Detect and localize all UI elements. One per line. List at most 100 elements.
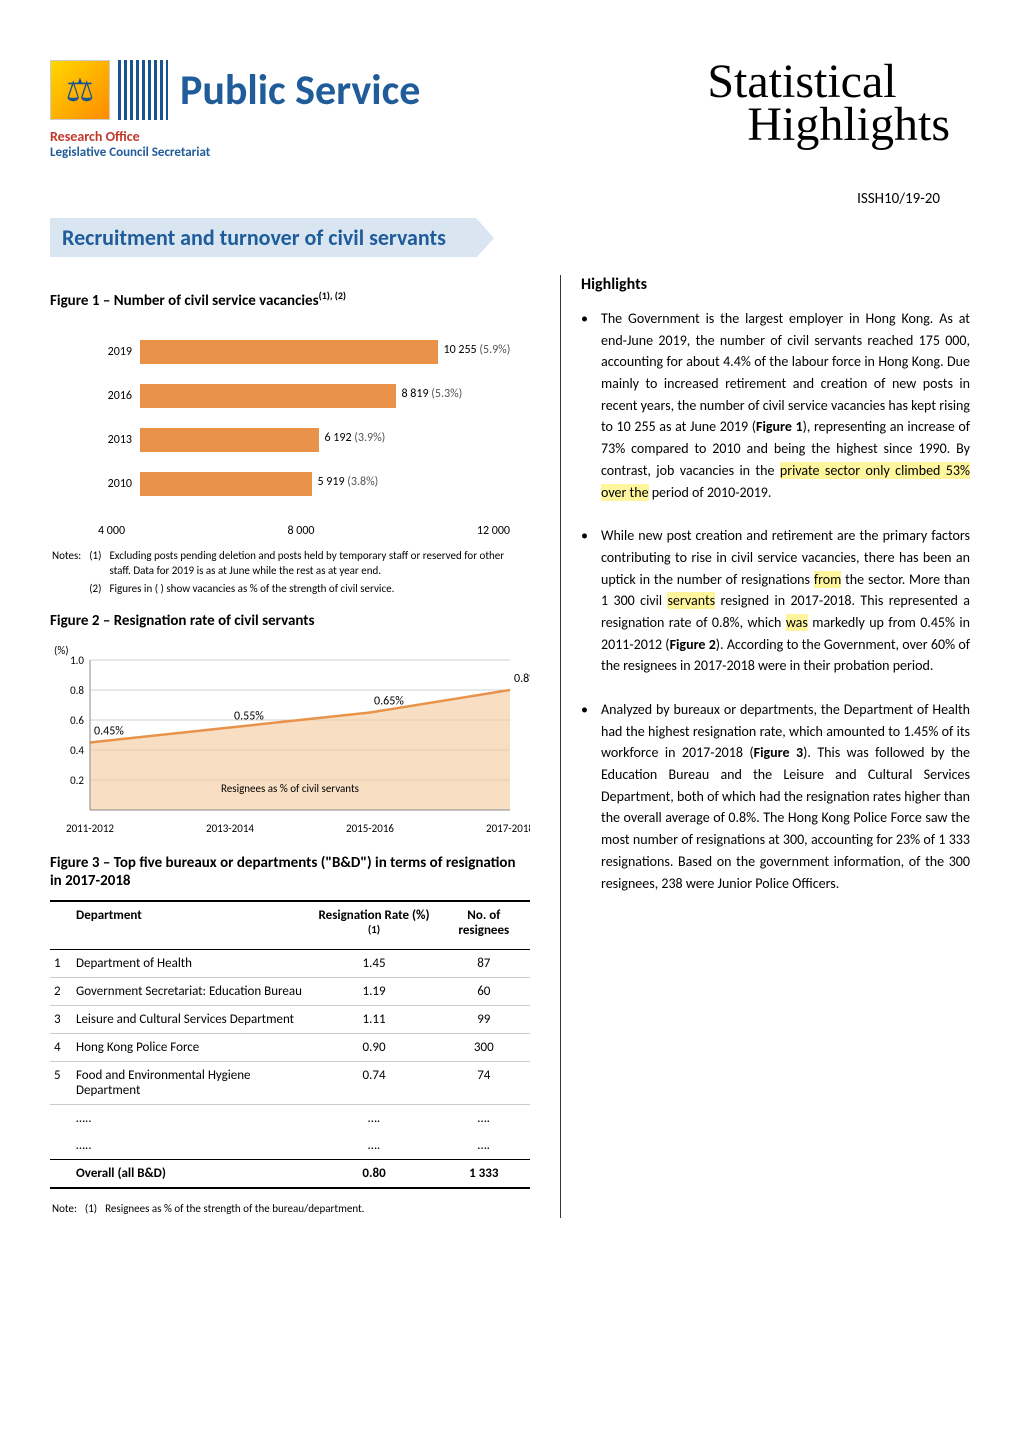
figure1-notes: Notes: (1) Excluding posts pending delet…	[50, 546, 530, 598]
bullet-mark-icon: •	[581, 525, 601, 677]
col-rate-text: Resignation Rate (%)	[319, 908, 430, 923]
bullet-item: •The Government is the largest employer …	[581, 308, 970, 503]
main-title: Public Service	[180, 65, 420, 116]
figure2-line-chart: (%) 1.00.80.60.40.20.45%0.55%0.65%0.8%20…	[50, 640, 530, 840]
script-line-1: Statistical	[707, 60, 950, 103]
left-column: Figure 1 – Number of civil service vacan…	[50, 275, 530, 1218]
y-tick: 0.6	[70, 714, 84, 727]
row-rate: 1.45	[310, 949, 437, 977]
highlights-bullets: •The Government is the largest employer …	[581, 308, 970, 894]
row-rate: 1.11	[310, 1005, 437, 1033]
dots: ….	[310, 1104, 437, 1132]
figure3-table: Department Resignation Rate (%)(1) No. o…	[50, 900, 530, 1188]
legco-logo-icon: ⚖	[50, 60, 110, 120]
figure1-title-text: Figure 1 – Number of civil service vacan…	[50, 292, 319, 310]
bar-fill: 6 192 (3.9%)	[140, 428, 319, 452]
row-rate: 1.19	[310, 977, 437, 1005]
note3-label: Note:	[52, 1201, 83, 1216]
script-line-2: Highlights	[707, 103, 950, 146]
note2-num: (2)	[89, 581, 107, 596]
dots: ….	[310, 1132, 437, 1160]
col-department: Department	[72, 901, 310, 949]
bar-track: 6 192 (3.9%)	[140, 428, 490, 452]
row-dept: Government Secretariat: Education Bureau	[72, 977, 310, 1005]
content-row: Figure 1 – Number of civil service vacan…	[50, 275, 970, 1218]
bar-fill: 8 819 (5.3%)	[140, 384, 396, 408]
logo-strip-icon	[118, 60, 168, 120]
point-label: 0.8%	[514, 672, 530, 686]
table-row: 1 Department of Health 1.45 87	[50, 949, 530, 977]
row-resignees: 87	[438, 949, 530, 977]
y-tick: 0.2	[70, 774, 84, 787]
bar-year: 2013	[100, 433, 140, 447]
figure2-svg: 1.00.80.60.40.20.45%0.55%0.65%0.8%2011-2…	[50, 640, 530, 840]
bar-pct: (5.9%)	[479, 343, 510, 357]
bar-row: 2019 10 255 (5.9%)	[100, 330, 490, 374]
row-dept: Hong Kong Police Force	[72, 1033, 310, 1061]
bar-track: 5 919 (3.8%)	[140, 472, 490, 496]
bar-year: 2016	[100, 389, 140, 403]
bar-year: 2010	[100, 477, 140, 491]
notes-label: Notes:	[52, 548, 87, 579]
row-dept: Department of Health	[72, 949, 310, 977]
logo-title-row: ⚖ Public Service	[50, 60, 420, 120]
table-dots-row: …..….….	[50, 1132, 530, 1160]
statistical-highlights-logo: Statistical Highlights	[707, 60, 970, 146]
row-rate: 0.74	[310, 1061, 437, 1104]
chart-caption: Resignees as % of civil servants	[221, 782, 359, 795]
figure2-title: Figure 2 – Resignation rate of civil ser…	[50, 612, 530, 630]
x-tick: 4 000	[98, 524, 125, 538]
note2-text: Figures in ( ) show vacancies as % of th…	[109, 581, 528, 596]
dots: …..	[72, 1104, 310, 1132]
col-rate-sup: (1)	[368, 923, 380, 936]
row-rate: 0.90	[310, 1033, 437, 1061]
page-header: ⚖ Public Service Research Office Legisla…	[50, 60, 970, 160]
header-left: ⚖ Public Service Research Office Legisla…	[50, 60, 420, 160]
col-resignees: No. of resignees	[438, 901, 530, 949]
row-num: 3	[50, 1005, 72, 1033]
row-resignees: 74	[438, 1061, 530, 1104]
note3-text: Resignees as % of the strength of the bu…	[105, 1201, 370, 1216]
x-tick: 12 000	[477, 524, 510, 538]
note1-num: (1)	[89, 548, 107, 579]
bullet-item: •While new post creation and retirement …	[581, 525, 970, 677]
bar-value-label: 5 919 (3.8%)	[318, 475, 379, 489]
row-resignees: 99	[438, 1005, 530, 1033]
x-tick: 2013-2014	[206, 822, 254, 835]
bar-value-label: 6 192 (3.9%)	[325, 431, 386, 445]
table-header-row: Department Resignation Rate (%)(1) No. o…	[50, 901, 530, 949]
col-rate: Resignation Rate (%)(1)	[310, 901, 437, 949]
right-column: Highlights •The Government is the larges…	[560, 275, 970, 1218]
bullet-mark-icon: •	[581, 699, 601, 894]
bar-pct: (3.8%)	[347, 475, 378, 489]
document-id: ISSH10/19-20	[50, 190, 970, 208]
x-tick: 8 000	[287, 524, 314, 538]
x-tick: 2011-2012	[66, 822, 114, 835]
row-resignees: 60	[438, 977, 530, 1005]
figure1-x-axis: 4 000 8 000 12 000	[50, 524, 530, 538]
overall-rate: 0.80	[310, 1159, 437, 1188]
point-label: 0.65%	[374, 695, 404, 709]
bullet-mark-icon: •	[581, 308, 601, 503]
x-tick: 2017-2018	[486, 822, 530, 835]
y-tick: 0.4	[70, 744, 84, 757]
bar-row: 2016 8 819 (5.3%)	[100, 374, 490, 418]
bar-year: 2019	[100, 345, 140, 359]
bullet-text: The Government is the largest employer i…	[601, 308, 970, 503]
point-label: 0.55%	[234, 710, 264, 724]
table-dots-row: …..….….	[50, 1104, 530, 1132]
row-num: 4	[50, 1033, 72, 1061]
bar-fill: 10 255 (5.9%)	[140, 340, 438, 364]
note1-text: Excluding posts pending deletion and pos…	[109, 548, 528, 579]
row-resignees: 300	[438, 1033, 530, 1061]
figure1-bar-chart: 2019 10 255 (5.9%) 2016 8 819 (5.3%) 201…	[50, 320, 530, 520]
note3-num: (1)	[85, 1201, 103, 1216]
secretariat-label: Legislative Council Secretariat	[50, 145, 420, 160]
highlights-title: Highlights	[581, 275, 970, 294]
x-tick: 2015-2016	[346, 822, 394, 835]
row-dept: Leisure and Cultural Services Department	[72, 1005, 310, 1033]
bullet-item: •Analyzed by bureaux or departments, the…	[581, 699, 970, 894]
table-overall-row: Overall (all B&D)0.801 333	[50, 1159, 530, 1188]
point-label: 0.45%	[94, 725, 124, 739]
bar-fill: 5 919 (3.8%)	[140, 472, 312, 496]
